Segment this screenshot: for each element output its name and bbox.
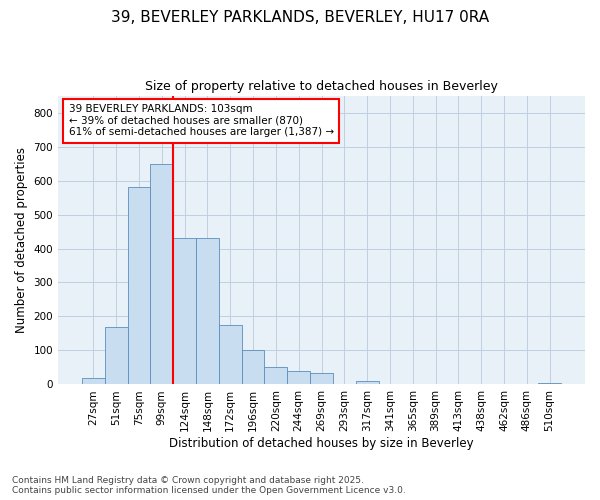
- Bar: [219, 325, 242, 384]
- Y-axis label: Number of detached properties: Number of detached properties: [15, 147, 28, 333]
- Bar: [128, 188, 151, 384]
- Bar: [196, 238, 219, 384]
- Bar: [265, 368, 287, 384]
- Bar: [151, 164, 173, 384]
- Bar: [287, 371, 310, 384]
- Bar: [356, 381, 379, 384]
- X-axis label: Distribution of detached houses by size in Beverley: Distribution of detached houses by size …: [169, 437, 474, 450]
- Text: 39, BEVERLEY PARKLANDS, BEVERLEY, HU17 0RA: 39, BEVERLEY PARKLANDS, BEVERLEY, HU17 0…: [111, 10, 489, 25]
- Title: Size of property relative to detached houses in Beverley: Size of property relative to detached ho…: [145, 80, 498, 93]
- Bar: [538, 383, 561, 384]
- Text: Contains HM Land Registry data © Crown copyright and database right 2025.
Contai: Contains HM Land Registry data © Crown c…: [12, 476, 406, 495]
- Bar: [310, 373, 333, 384]
- Bar: [173, 238, 196, 384]
- Bar: [82, 378, 105, 384]
- Bar: [242, 350, 265, 384]
- Bar: [105, 326, 128, 384]
- Text: 39 BEVERLEY PARKLANDS: 103sqm
← 39% of detached houses are smaller (870)
61% of : 39 BEVERLEY PARKLANDS: 103sqm ← 39% of d…: [68, 104, 334, 138]
